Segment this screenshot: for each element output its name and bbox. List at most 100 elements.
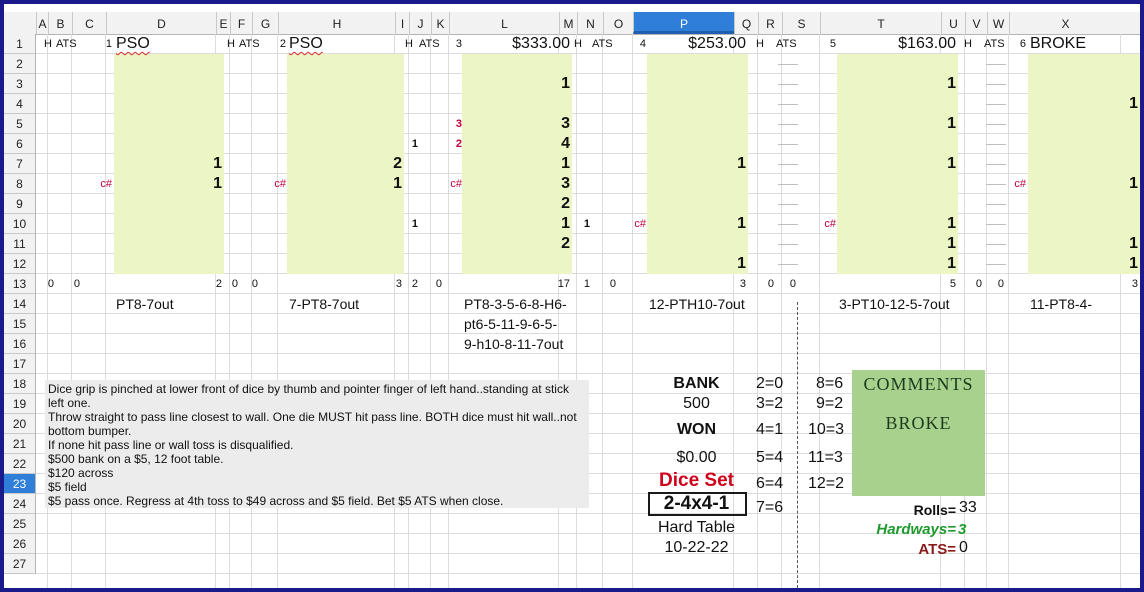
- note-line: Dice grip is pinched at lower front of d…: [48, 382, 569, 396]
- cell-h7: 2: [393, 155, 402, 172]
- row-header-7[interactable]: 7: [4, 154, 36, 174]
- column-header-g[interactable]: G: [252, 12, 278, 34]
- row-header-4[interactable]: 4: [4, 94, 36, 114]
- grid-line: [986, 34, 987, 588]
- bank-value: 500: [683, 395, 710, 412]
- row-header-20[interactable]: 20: [4, 414, 36, 434]
- row-header-27[interactable]: 27: [4, 554, 36, 574]
- cell-p14: 12-PTH10-7out: [649, 296, 745, 312]
- column-header-h[interactable]: H: [278, 12, 395, 34]
- cell-a1: H: [44, 38, 52, 50]
- row-header-9[interactable]: 9: [4, 194, 36, 214]
- row-header-1[interactable]: 1: [4, 34, 36, 54]
- column-header-u[interactable]: U: [941, 12, 965, 34]
- cell-c1: 1: [105, 38, 112, 50]
- cell-p13: 3: [739, 278, 746, 290]
- roll-count-6: 6=4: [756, 475, 784, 492]
- cell-l1: $333.00: [512, 35, 570, 52]
- cell-t5: 1: [947, 115, 956, 132]
- dice-set-label: Dice Set: [659, 470, 734, 491]
- cell-h14: 7-PT8-7out: [289, 296, 360, 312]
- row-header-22[interactable]: 22: [4, 454, 36, 474]
- won-label: WON: [676, 421, 717, 438]
- column-header-s[interactable]: S: [782, 12, 820, 34]
- grid-line: [1008, 34, 1009, 588]
- column-header-k[interactable]: K: [431, 12, 449, 34]
- selected-cell[interactable]: [648, 492, 747, 516]
- cell-l3: 1: [561, 75, 570, 92]
- shooter6-fill: [1028, 54, 1140, 274]
- row-header-5[interactable]: 5: [4, 114, 36, 134]
- note-line: $120 across: [48, 466, 114, 480]
- column-header-q[interactable]: Q: [734, 12, 758, 34]
- roll-count-4: 4=1: [756, 421, 784, 438]
- cell-x8: 1: [1129, 175, 1138, 192]
- column-header-m[interactable]: M: [559, 12, 577, 34]
- row-header-25[interactable]: 25: [4, 514, 36, 534]
- cell-s10: c#: [824, 218, 836, 230]
- column-header-d[interactable]: D: [106, 12, 216, 34]
- grid-line: [408, 34, 409, 588]
- row-header-15[interactable]: 15: [4, 314, 36, 334]
- cell-p1: $253.00: [688, 35, 746, 52]
- row-header-18[interactable]: 18: [4, 374, 36, 394]
- grid-line: [781, 34, 782, 588]
- cell-t12: 1: [947, 255, 956, 272]
- shooter1-fill: [114, 54, 224, 274]
- row-header-8[interactable]: 8: [4, 174, 36, 194]
- column-header-a[interactable]: A: [36, 12, 48, 34]
- column-header-p[interactable]: P: [633, 12, 734, 34]
- grid-line: [602, 34, 603, 588]
- row-header-26[interactable]: 26: [4, 534, 36, 554]
- bank-label: BANK: [673, 375, 720, 392]
- column-header-j[interactable]: J: [409, 12, 431, 34]
- roll-count-7: 7=6: [756, 499, 784, 516]
- column-header-f[interactable]: F: [230, 12, 252, 34]
- grid-line: [940, 34, 941, 588]
- column-header-r[interactable]: R: [758, 12, 782, 34]
- cell-n1: ATS: [592, 38, 613, 50]
- column-header-t[interactable]: T: [820, 12, 941, 34]
- column-header-w[interactable]: W: [987, 12, 1009, 34]
- row-header-3[interactable]: 3: [4, 74, 36, 94]
- row-header-10[interactable]: 10: [4, 214, 36, 234]
- row-header-19[interactable]: 19: [4, 394, 36, 414]
- column-header-o[interactable]: O: [603, 12, 633, 34]
- notes-textbox[interactable]: Dice grip is pinched at lower front of d…: [45, 380, 589, 508]
- column-header-v[interactable]: V: [965, 12, 987, 34]
- row-header-2[interactable]: 2: [4, 54, 36, 74]
- comments-box[interactable]: COMMENTS BROKE: [852, 370, 985, 496]
- cell-k13: 0: [435, 278, 442, 290]
- column-header-c[interactable]: C: [72, 12, 106, 34]
- ats-label: ATS=: [918, 541, 956, 558]
- cell-l10: 1: [561, 215, 570, 232]
- dice-set-value[interactable]: 2-4x4-1: [663, 493, 730, 514]
- cell-b13: 0: [73, 278, 80, 290]
- row-header-6[interactable]: 6: [4, 134, 36, 154]
- cell-v13: 0: [997, 278, 1004, 290]
- column-header-i[interactable]: I: [395, 12, 409, 34]
- row-header-13[interactable]: 13: [4, 274, 36, 294]
- row-header-14[interactable]: 14: [4, 294, 36, 314]
- column-header-b[interactable]: B: [48, 12, 72, 34]
- cell-d14: PT8-7out: [116, 296, 174, 312]
- column-header-e[interactable]: E: [216, 12, 230, 34]
- cell-a13: 0: [47, 278, 54, 290]
- cell-t13: 5: [949, 278, 956, 290]
- cell-l8: 3: [561, 175, 570, 192]
- row-header-23[interactable]: 23: [4, 474, 36, 494]
- row-header-21[interactable]: 21: [4, 434, 36, 454]
- row-header-17[interactable]: 17: [4, 354, 36, 374]
- row-header-12[interactable]: 12: [4, 254, 36, 274]
- row-header-24[interactable]: 24: [4, 494, 36, 514]
- column-header-l[interactable]: L: [449, 12, 559, 34]
- cell-k1: 3: [455, 38, 462, 50]
- roll-count-10: 10=3: [808, 421, 845, 438]
- sheet-grid[interactable]: H ATS 1 PSO H ATS 2 PSO H ATS 3 $333.00 …: [36, 34, 1140, 588]
- row-header-16[interactable]: 16: [4, 334, 36, 354]
- column-header-x[interactable]: X: [1009, 12, 1121, 34]
- row-header-11[interactable]: 11: [4, 234, 36, 254]
- column-header-n[interactable]: N: [577, 12, 603, 34]
- cell-h8: 1: [393, 175, 402, 192]
- comments-title: COMMENTS: [863, 374, 974, 394]
